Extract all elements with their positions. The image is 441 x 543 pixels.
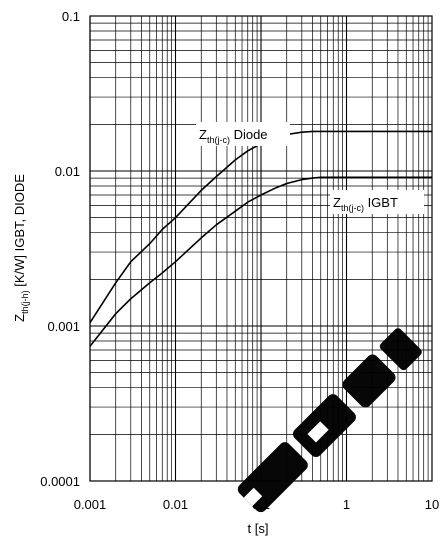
label-igbt-sub: th(j-c) <box>341 203 364 213</box>
label-igbt-text: Zth(j-c) IGBT <box>333 195 398 213</box>
label-diode: Zth(j-c) Diode <box>196 122 290 146</box>
x-tick-label: 10 <box>425 497 439 512</box>
label-igbt-rest: IGBT <box>364 195 398 210</box>
y-axis-label-sub: th(j-h) <box>20 290 30 314</box>
grid <box>89 16 432 482</box>
y-axis-label-prefix: Z <box>12 314 27 322</box>
y-tick-label: 0.01 <box>55 164 80 179</box>
x-tick-label: 1 <box>343 497 350 512</box>
label-diode-sub: th(j-c) <box>207 135 230 145</box>
x-axis-label: t [s] <box>248 521 269 536</box>
x-tick-label: 0.01 <box>163 497 188 512</box>
watermark-logo-icon <box>237 328 422 513</box>
label-diode-main: Z <box>199 127 207 142</box>
label-igbt-bg <box>330 190 424 214</box>
label-diode-bg <box>196 122 290 146</box>
y-tick-label: 0.0001 <box>40 474 80 489</box>
x-tick-label: 0.001 <box>74 497 107 512</box>
y-tick-label: 0.001 <box>47 319 80 334</box>
y-axis-label: Zth(j-h) [K/W] IGBT, DIODE <box>12 174 30 322</box>
label-igbt: Zth(j-c) IGBT <box>330 190 424 214</box>
label-igbt-main: Z <box>333 195 341 210</box>
y-tick-label: 0.1 <box>62 9 80 24</box>
y-axis-label-suffix: [K/W] IGBT, DIODE <box>12 174 27 291</box>
igbt-curve <box>89 176 432 347</box>
label-diode-text: Zth(j-c) Diode <box>199 127 268 145</box>
label-diode-rest: Diode <box>230 127 268 142</box>
